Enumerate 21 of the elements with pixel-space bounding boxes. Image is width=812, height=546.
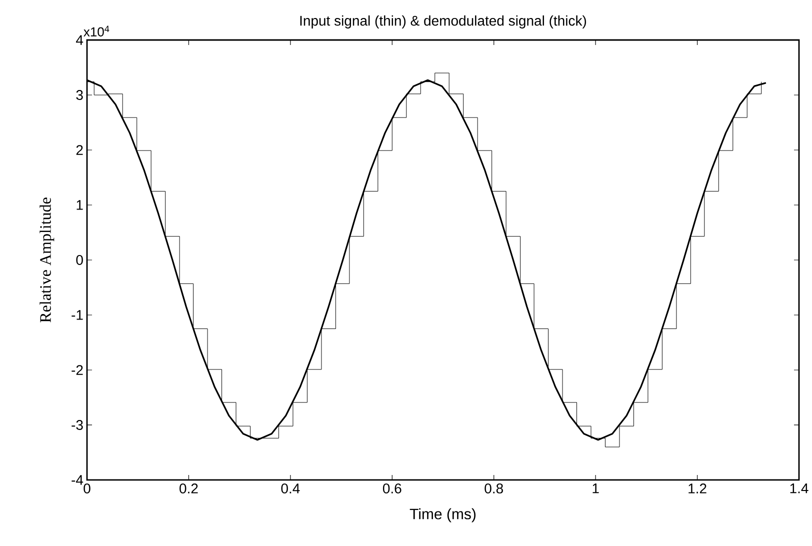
y-tick-label: -4: [72, 475, 84, 485]
x-tick-label: 1: [592, 484, 599, 494]
y-axis-title: Relative Amplitude: [40, 198, 54, 322]
y-tick-label: 4: [76, 35, 84, 45]
chart-title: Input signal (thin) & demodulated signal (thick): [300, 15, 586, 28]
y-tick-label: 3: [76, 90, 83, 100]
y-tick-label: -1: [72, 310, 83, 320]
x-tick-label: 0.4: [281, 484, 300, 494]
y-tick-label: -3: [72, 420, 83, 430]
y-tick-label: 0: [76, 255, 83, 265]
y-tick-label: 2: [76, 145, 83, 155]
x-tick-label: 1.4: [790, 484, 808, 494]
y-tick-label: -2: [72, 365, 83, 375]
x-tick-label: 0: [84, 484, 90, 494]
x-axis-title: Time (ms): [410, 508, 476, 522]
x-tick-label: 1.2: [688, 484, 706, 494]
y-tick-label: 1: [76, 200, 83, 210]
x-tick-label: 0.2: [180, 484, 198, 494]
x-tick-label: 0.6: [382, 484, 402, 494]
text: x10$^{4}$: [84, 26, 110, 36]
x-tick-label: 0.8: [484, 484, 503, 494]
